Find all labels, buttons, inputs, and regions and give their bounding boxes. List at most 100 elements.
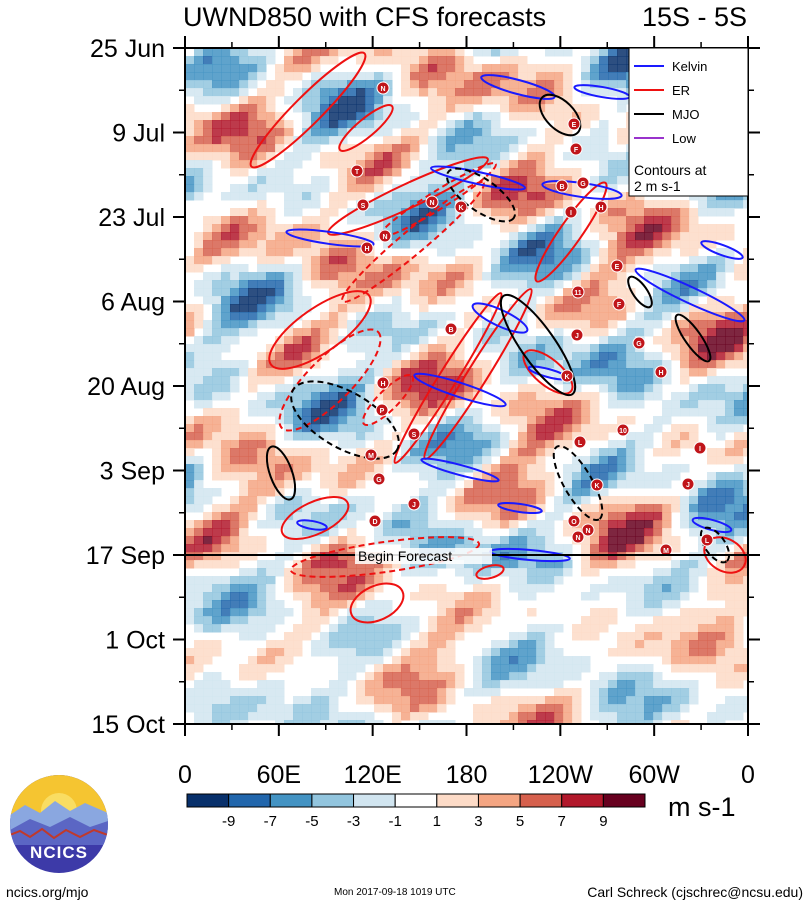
storm-marker: G — [632, 336, 646, 350]
colorbar: -9 -7 -5 -3 -1 1 3 5 7 9 — [186, 793, 646, 830]
colorbar-swatch — [269, 793, 313, 808]
wave-contour — [249, 51, 367, 169]
wave-contour — [534, 181, 608, 283]
storm-marker: K — [590, 478, 604, 492]
colorbar-label: -7 — [264, 813, 277, 830]
svg-text:F: F — [617, 302, 622, 309]
colorbar-swatch — [561, 793, 604, 808]
storm-marker: M — [364, 448, 378, 462]
wave-contour — [552, 444, 604, 522]
x-tick-label: 180 — [446, 761, 488, 789]
svg-text:O: O — [571, 519, 577, 526]
storm-marker: G — [372, 472, 386, 486]
ncics-logo: NCICS — [10, 775, 108, 873]
legend: Kelvin ER MJO Low Contours at 2 m s-1 — [628, 47, 749, 197]
wave-contours — [249, 51, 747, 624]
colorbar-label: 5 — [516, 813, 524, 830]
storm-marker: N — [425, 195, 439, 209]
wave-contour — [296, 519, 328, 531]
y-axis-labels: 25 Jun 9 Jul 23 Jul 6 Aug 20 Aug 3 Sep 17 Sep 1… — [86, 35, 165, 739]
storm-marker: H — [360, 241, 374, 255]
svg-text:L: L — [705, 538, 710, 545]
storm-marker: E — [610, 259, 624, 273]
storm-marker: J — [407, 497, 421, 511]
svg-text:D: D — [372, 519, 377, 526]
storm-marker: P — [375, 403, 389, 417]
storm-marker: K — [454, 200, 468, 214]
svg-text:F: F — [574, 147, 579, 154]
svg-text:H: H — [364, 246, 369, 253]
colorbar-label: 9 — [599, 813, 607, 830]
colorbar-swatch — [477, 793, 521, 808]
svg-text:N: N — [585, 528, 590, 535]
wave-contour — [413, 372, 507, 408]
storm-marker: F — [612, 297, 626, 311]
svg-text:H: H — [380, 381, 385, 388]
storm-marker: L — [700, 533, 714, 547]
storm-marker: S — [356, 198, 370, 212]
colorbar-label: 7 — [558, 813, 566, 830]
chart-title: UWND850 with CFS forecasts — [183, 2, 547, 32]
storm-marker: O — [567, 514, 581, 528]
x-tick-label: 60W — [628, 761, 680, 789]
wave-contour — [499, 293, 577, 397]
svg-text:N: N — [429, 200, 434, 207]
storm-marker: D — [368, 514, 382, 528]
wave-contour — [379, 162, 497, 238]
svg-text:10: 10 — [619, 428, 627, 435]
colorbar-swatch — [436, 793, 479, 808]
wave-contour — [700, 240, 744, 260]
colorbar-swatch — [311, 793, 355, 808]
wave-contour — [538, 93, 582, 137]
svg-text:K: K — [458, 205, 463, 212]
svg-text:M: M — [368, 453, 374, 460]
colorbar-swatch — [353, 793, 396, 808]
svg-text:B: B — [559, 184, 564, 191]
wave-contour — [290, 380, 400, 460]
svg-text:K: K — [594, 483, 599, 490]
legend-label: MJO — [672, 107, 699, 122]
legend-note: Contours at 2 m s-1 — [634, 162, 706, 194]
svg-text:B: B — [448, 327, 453, 334]
storm-marker: S — [407, 427, 421, 441]
colorbar-swatch — [394, 793, 438, 808]
storm-marker: B — [555, 179, 569, 193]
svg-text:S: S — [412, 432, 417, 439]
colorbar-swatch — [228, 793, 271, 808]
y-tick-label: 1 Oct — [105, 627, 165, 655]
storm-marker: E — [567, 117, 581, 131]
wave-contour — [699, 526, 731, 564]
storm-marker: N — [571, 530, 585, 544]
wave-contour — [265, 445, 297, 501]
forecast-label: Begin Forecast — [358, 548, 452, 564]
svg-text:N: N — [575, 535, 580, 542]
storm-marker: K — [560, 369, 574, 383]
y-tick-label: 17 Sep — [86, 542, 165, 570]
colorbar-label: 1 — [433, 813, 441, 830]
svg-text:N: N — [382, 234, 387, 241]
svg-text:E: E — [572, 122, 577, 129]
wave-contour — [674, 313, 712, 363]
wave-contour — [497, 501, 543, 515]
chart-region: 15S - 5S — [641, 2, 747, 32]
x-tick-label: 0 — [741, 761, 755, 789]
y-tick-label: 3 Sep — [100, 458, 165, 486]
svg-text:I: I — [570, 210, 572, 217]
footer-timestamp: Mon 2017-09-18 1019 UTC — [334, 887, 456, 898]
y-tick-label: 23 Jul — [98, 204, 165, 232]
wave-contour — [361, 373, 415, 427]
colorbar-swatch — [186, 793, 230, 808]
storm-marker: H — [654, 365, 668, 379]
colorbar-label: -1 — [389, 813, 402, 830]
wave-contour — [627, 275, 653, 309]
storm-marker: I — [564, 205, 578, 219]
svg-text:P: P — [380, 408, 385, 415]
storm-marker: G — [576, 176, 590, 190]
svg-text:G: G — [376, 477, 382, 484]
wave-contour — [634, 267, 746, 323]
wave-contour — [289, 536, 481, 578]
svg-text:S: S — [361, 203, 366, 210]
colorbar-swatch — [602, 793, 646, 808]
